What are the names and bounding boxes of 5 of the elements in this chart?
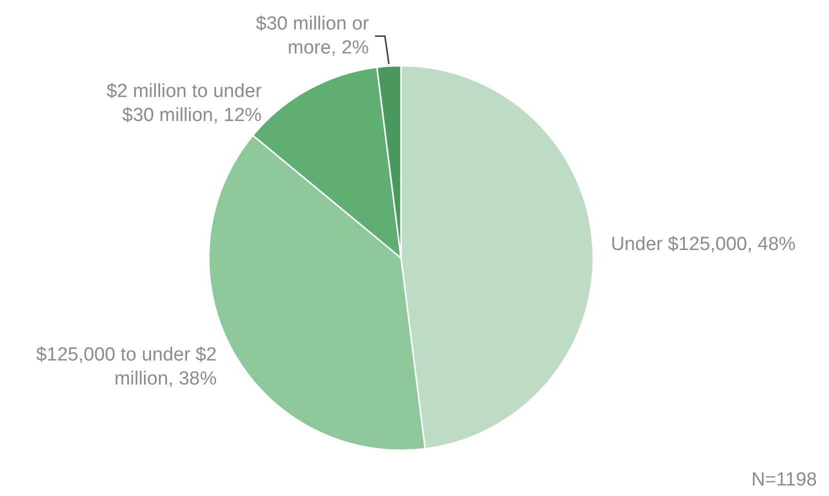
- text: N=1198: [751, 470, 817, 491]
- slice-label: $125,000 to under $2 million, 38%: [36, 344, 217, 390]
- slice-label: Under $125,000, 48%: [610, 234, 796, 256]
- slice-label: $2 million to under $30 million, 12%: [106, 80, 262, 126]
- slice-label: $30 million or more, 2%: [256, 13, 370, 58]
